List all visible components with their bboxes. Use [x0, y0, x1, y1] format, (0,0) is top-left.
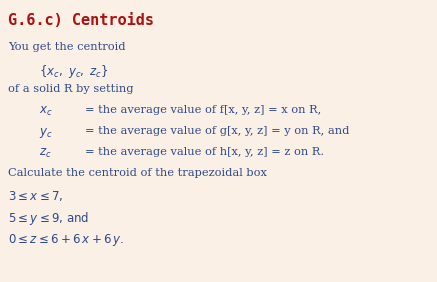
Text: of a solid R by setting: of a solid R by setting	[8, 84, 133, 94]
Text: = the average value of f[x, y, z] = x on R,: = the average value of f[x, y, z] = x on…	[85, 105, 322, 115]
Text: = the average value of g[x, y, z] = y on R, and: = the average value of g[x, y, z] = y on…	[85, 126, 350, 136]
Text: You get the centroid: You get the centroid	[8, 42, 125, 52]
Text: $0 \leq z \leq 6 + 6\,x + 6\,y.$: $0 \leq z \leq 6 + 6\,x + 6\,y.$	[8, 232, 124, 248]
Text: = the average value of h[x, y, z] = z on R.: = the average value of h[x, y, z] = z on…	[85, 147, 324, 157]
Text: $x_c$: $x_c$	[39, 105, 53, 118]
Text: $3 \leq x \leq 7,$: $3 \leq x \leq 7,$	[8, 190, 63, 203]
Text: $5 \leq y \leq 9\text{, and}$: $5 \leq y \leq 9\text{, and}$	[8, 210, 89, 228]
Text: Calculate the centroid of the trapezoidal box: Calculate the centroid of the trapezoida…	[8, 168, 267, 178]
Text: $z_c$: $z_c$	[39, 147, 52, 160]
Text: $y_c$: $y_c$	[39, 126, 53, 140]
Text: $\{x_c, \ y_c, \ z_c\}$: $\{x_c, \ y_c, \ z_c\}$	[39, 63, 109, 80]
Text: G.6.c) Centroids: G.6.c) Centroids	[8, 13, 154, 28]
